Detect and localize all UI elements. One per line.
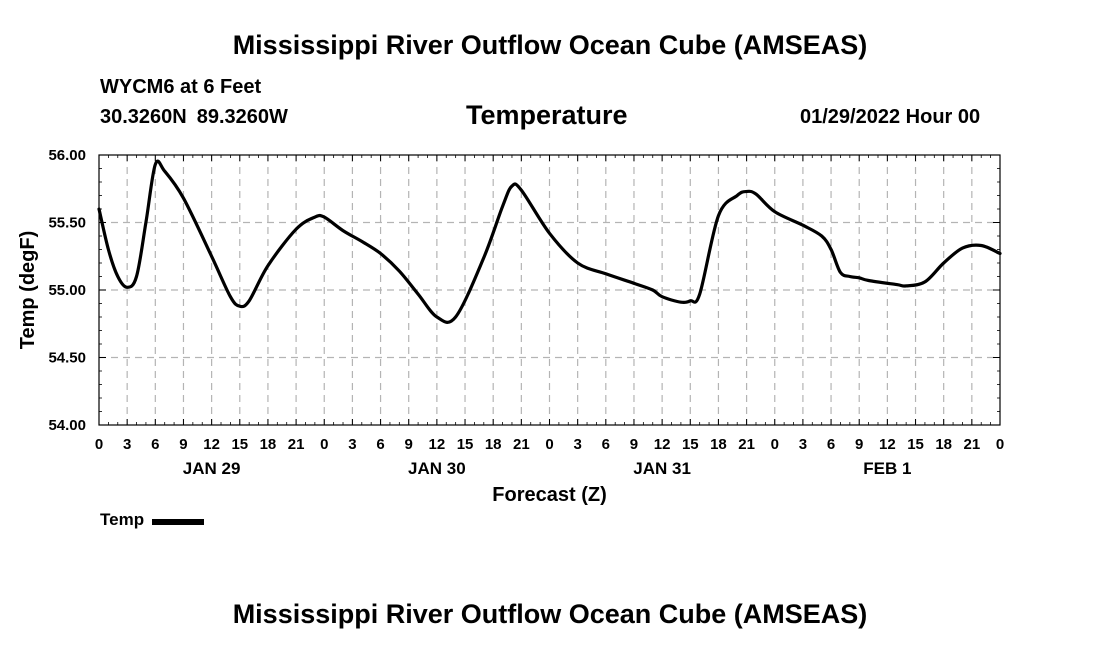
- y-tick-label: 54.00: [48, 417, 86, 434]
- x-tick-label: 15: [682, 436, 699, 453]
- x-tick-label: 12: [429, 436, 446, 453]
- date-label: JAN 30: [408, 459, 466, 478]
- x-tick-label: 15: [907, 436, 924, 453]
- y-axis-label: Temp (degF): [17, 231, 39, 350]
- series-line-temp: [97, 159, 1002, 324]
- x-tick-label: 3: [573, 436, 581, 453]
- x-tick-label: 21: [513, 436, 530, 453]
- x-axis-label: Forecast (Z): [492, 484, 606, 506]
- date-label: JAN 29: [183, 459, 241, 478]
- footer-title: Mississippi River Outflow Ocean Cube (AM…: [232, 599, 868, 629]
- x-tick-label: 21: [738, 436, 755, 453]
- x-tick-label: 21: [964, 436, 981, 453]
- date-label: FEB 1: [863, 459, 911, 478]
- forecast-run-time: 01/29/2022 Hour 00: [800, 106, 981, 128]
- x-tick-label: 0: [320, 436, 328, 453]
- x-tick-labels: 0 3 6 9 12 15 18 21 0 3 6 9 12 15 18 21 0 3 6 9 12 15 18 21 0 3 6 9…: [95, 436, 1004, 453]
- x-tick-label: 9: [630, 436, 638, 453]
- x-tick-label: 9: [179, 436, 187, 453]
- x-tick-label: 18: [260, 436, 277, 453]
- latitude-label: 30.3260N: [100, 106, 187, 128]
- grid-lines: [99, 155, 1000, 425]
- plot-frame: [98, 154, 1001, 426]
- x-tick-label: 18: [935, 436, 952, 453]
- x-tick-label: 0: [95, 436, 103, 453]
- x-tick-label: 15: [231, 436, 248, 453]
- legend-label: Temp: [100, 510, 145, 529]
- station-label: WYCM6 at 6 Feet: [100, 76, 262, 98]
- y-tick-label: 56.00: [48, 147, 86, 164]
- x-tick-label: 6: [151, 436, 159, 453]
- x-tick-label: 0: [996, 436, 1004, 453]
- x-tick-label: 9: [855, 436, 863, 453]
- variable-title: Temperature: [466, 100, 628, 130]
- date-label: JAN 31: [633, 459, 691, 478]
- legend: Temp: [100, 510, 205, 530]
- x-tick-label: 6: [376, 436, 384, 453]
- x-tick-label: 3: [799, 436, 807, 453]
- x-tick-label: 0: [771, 436, 779, 453]
- x-tick-label: 6: [827, 436, 835, 453]
- longitude-label: 89.3260W: [196, 106, 288, 128]
- series-group: [97, 159, 1002, 324]
- x-tick-label: 12: [879, 436, 896, 453]
- x-tick-label: 6: [602, 436, 610, 453]
- date-labels: JAN 29 JAN 30 JAN 31 FEB 1: [183, 459, 912, 478]
- y-tick-labels: 54.00 54.50 55.00 55.50 56.00: [48, 147, 86, 434]
- x-tick-label: 3: [348, 436, 356, 453]
- x-tick-label: 0: [545, 436, 553, 453]
- legend-line-swatch: [152, 519, 205, 525]
- coordinates: 30.3260N 89.3260W: [100, 106, 298, 129]
- x-tick-label: 12: [654, 436, 671, 453]
- x-tick-label: 12: [203, 436, 220, 453]
- x-tick-label: 9: [405, 436, 413, 453]
- y-tick-label: 54.50: [48, 350, 86, 367]
- x-tick-label: 21: [288, 436, 305, 453]
- chart-main-title: Mississippi River Outflow Ocean Cube (AM…: [232, 30, 868, 60]
- x-tick-label: 18: [710, 436, 727, 453]
- x-tick-label: 3: [123, 436, 131, 453]
- x-tick-label: 15: [457, 436, 474, 453]
- x-tick-label: 18: [485, 436, 502, 453]
- y-tick-label: 55.00: [48, 282, 86, 299]
- y-tick-label: 55.50: [48, 215, 86, 232]
